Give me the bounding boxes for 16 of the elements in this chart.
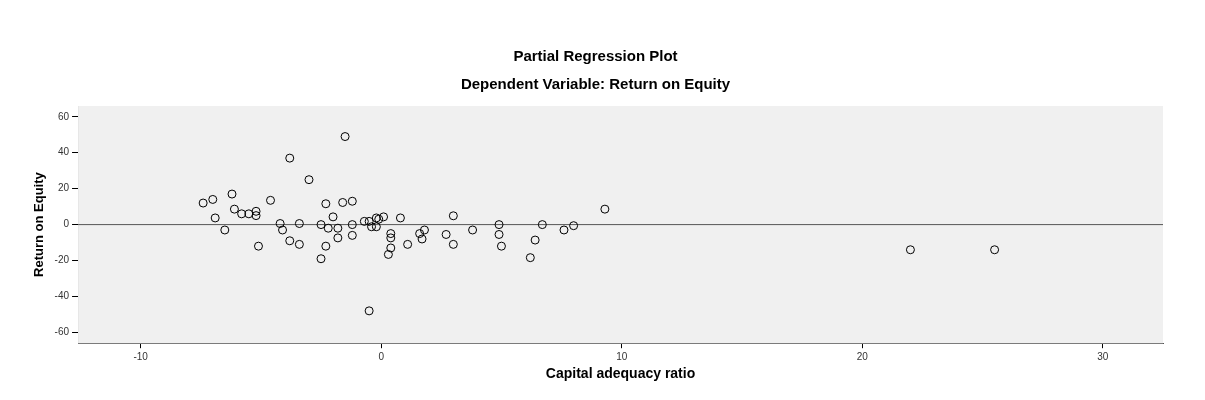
x-tick-label: 10 [616, 350, 628, 362]
x-tick-label: 0 [378, 350, 385, 362]
chart-subtitle: Dependent Variable: Return on Equity [460, 75, 731, 93]
chart-title: Partial Regression Plot [513, 47, 678, 65]
x-tick-label: -10 [133, 350, 149, 362]
y-tick-label: 40 [57, 146, 70, 158]
y-tick-label: 60 [57, 110, 70, 122]
y-axis-title: Return on Equity [31, 171, 47, 277]
x-tick-label: 30 [1097, 350, 1109, 362]
y-tick-label: 20 [57, 182, 70, 194]
x-axis-title: Capital adequacy ratio [545, 365, 696, 382]
x-tick-label: 20 [856, 350, 869, 362]
y-tick-label: 0 [63, 218, 70, 230]
y-tick-label: -60 [54, 326, 70, 338]
y-tick-label: -20 [54, 254, 70, 266]
y-tick-label: -40 [54, 290, 70, 302]
